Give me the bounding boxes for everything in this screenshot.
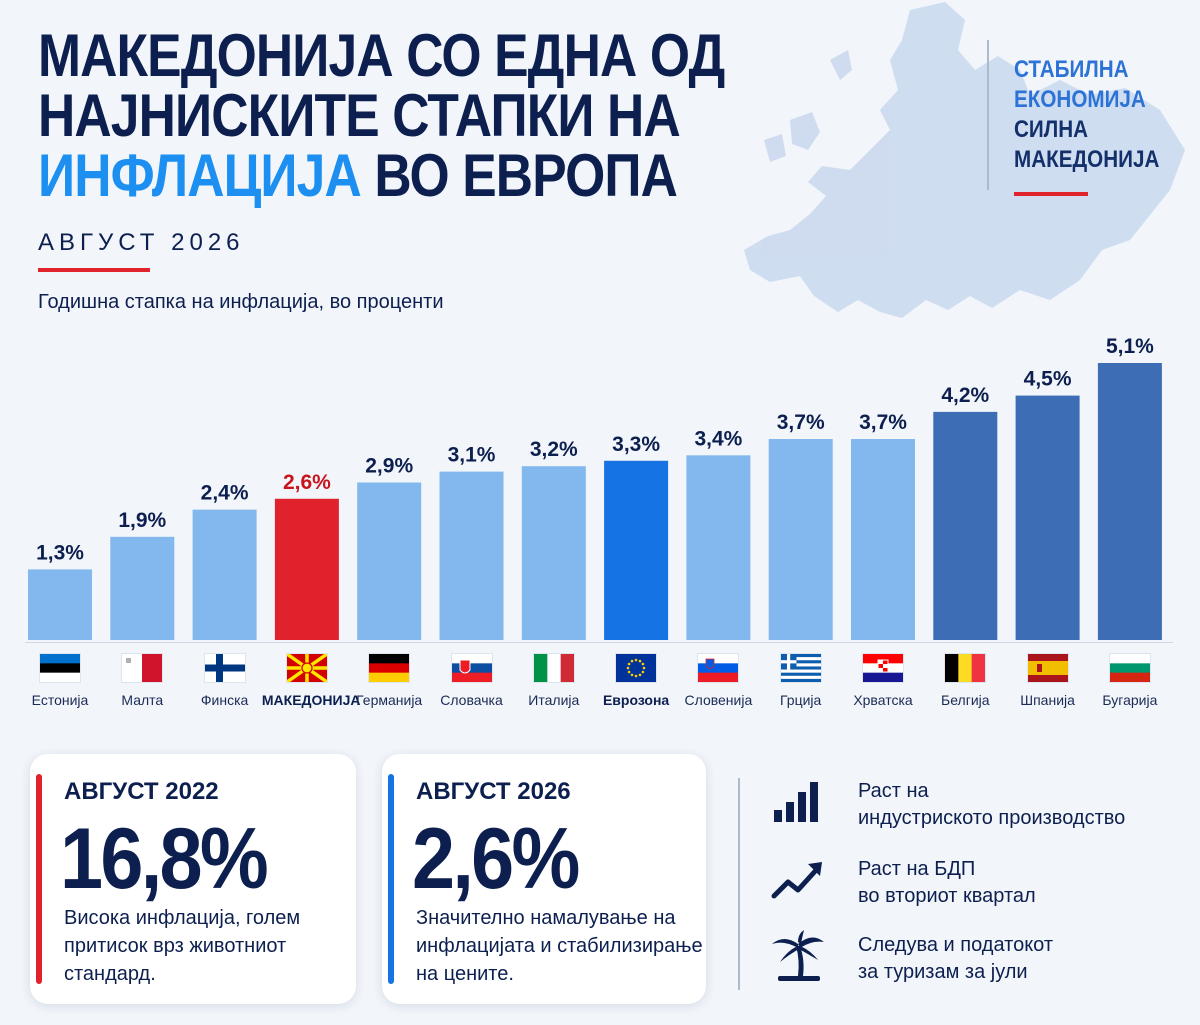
chart-baseline (25, 642, 1173, 643)
bar-value-label: 3,7% (777, 411, 825, 434)
title-highlight: ИНФЛАЦИЈА (38, 142, 362, 209)
palm-tree-icon (772, 930, 824, 981)
category-label: Малта (121, 692, 164, 708)
bar-value-label: 3,2% (530, 438, 578, 461)
bar-3 (192, 509, 257, 640)
title-line-2: НАЈНИСКИТЕ СТАПКИ НА (38, 82, 681, 149)
card-2022-text: Висока инфлација, голем притисок врз жив… (64, 907, 301, 985)
title-line-3-rest: ВО ЕВРОПА (360, 142, 678, 209)
month-underline (38, 268, 150, 272)
bar-10 (768, 439, 833, 640)
card-2022-heading: АВГУСТ 2022 (64, 778, 219, 805)
card-2026-value: 2,6% (412, 811, 580, 907)
bar-14 (1097, 363, 1162, 640)
slovenia-flag (698, 654, 739, 682)
bar-value-label: 5,1% (1106, 335, 1154, 358)
category-label: Словачка (440, 692, 503, 708)
category-label: Белгија (941, 692, 990, 708)
fact-tourism-line2: за туризам за јули (858, 961, 1028, 983)
bar-value-label: 1,3% (36, 541, 84, 564)
slogan-underline (1014, 192, 1088, 196)
fact-gdp: Раст на БДП во вториот квартал (858, 856, 1178, 910)
bar-4 (274, 498, 339, 640)
card-august-2026: АВГУСТ 2026 2,6% Значително намалување н… (382, 754, 706, 1004)
facts-divider (738, 778, 740, 990)
bar-13 (1015, 395, 1080, 640)
slogan-line-1: СТАБИЛНА (1014, 56, 1129, 83)
fact-industry: Раст на индустриското производство (858, 778, 1178, 832)
italy-flag (533, 654, 574, 682)
report-month: АВГУСТ 2026 (38, 229, 245, 256)
bar-value-label: 1,9% (118, 509, 166, 532)
category-label: Финска (200, 692, 249, 708)
category-label: МАКЕДОНИЈА (261, 692, 361, 708)
bar-value-label: 3,7% (859, 411, 907, 434)
category-label: Еврозона (602, 692, 670, 708)
slogan-line-3: СИЛНА (1014, 116, 1089, 143)
category-label: Грција (780, 692, 822, 708)
category-label: Хрватска (853, 692, 913, 708)
greece-flag (780, 654, 821, 682)
bar-11 (851, 439, 915, 640)
bulgaria-flag (1109, 654, 1150, 682)
fact-industry-line1: Раст на (858, 780, 929, 802)
page-title: МАКЕДОНИЈА СО ЕДНА ОД НАЈНИСКИТЕ СТАПКИ … (38, 26, 725, 209)
card-2026-heading: АВГУСТ 2026 (416, 778, 571, 805)
category-label: Германија (356, 692, 423, 708)
category-label: Словенија (684, 692, 753, 708)
spain-flag (1027, 654, 1068, 682)
fact-tourism: Следува и податокот за туризам за јули (858, 932, 1178, 986)
bar-value-label: 2,4% (201, 482, 249, 505)
fact-gdp-line2: во вториот квартал (858, 885, 1036, 907)
slovakia-flag (451, 654, 492, 682)
trend-up-icon (771, 862, 822, 899)
card-august-2022: АВГУСТ 2022 16,8% Висока инфлација, голе… (30, 754, 356, 1004)
bar-8 (604, 460, 669, 640)
bar-value-label: 3,3% (612, 433, 660, 456)
germany-flag (369, 654, 410, 682)
fact-tourism-line1: Следува и податокот (858, 934, 1054, 956)
bar-value-label: 4,5% (1024, 368, 1072, 391)
slogan-line-4: МАКЕДОНИЈА (1014, 146, 1160, 173)
card-accent-blue (388, 774, 394, 984)
belgium-flag (945, 654, 986, 682)
slogan-divider (987, 40, 989, 190)
malta-flag (122, 654, 163, 682)
chart-subtitle: Годишна стапка на инфлација, во проценти (38, 291, 444, 313)
bar-7 (521, 466, 586, 640)
card-2026-text: Значително намалување на инфлацијата и с… (416, 907, 703, 985)
finland-flag (204, 654, 245, 682)
fact-industry-line2: индустриското производство (858, 807, 1126, 829)
category-label: Естонија (31, 692, 89, 708)
croatia-flag (863, 654, 903, 682)
bar-2 (110, 536, 175, 640)
macedonia-flag (286, 654, 327, 682)
category-label: Бугарија (1102, 692, 1158, 708)
bar-value-label: 2,6% (283, 471, 331, 494)
bar-value-label: 4,2% (941, 384, 989, 407)
bar-value-label: 3,1% (448, 444, 496, 467)
category-label: Шпанија (1020, 692, 1075, 708)
bar-value-label: 2,9% (365, 454, 413, 477)
card-accent-red (36, 774, 42, 984)
slogan-line-2: ЕКОНОМИЈА (1014, 86, 1146, 113)
europe-map-icon (744, 2, 1185, 318)
bar-value-label: 3,4% (694, 427, 742, 450)
category-label: Италија (528, 692, 580, 708)
estonia-flag (40, 654, 80, 682)
bar-12 (933, 411, 998, 640)
card-2022-value: 16,8% (60, 811, 269, 907)
bar-5 (357, 482, 422, 640)
fact-gdp-line1: Раст на БДП (858, 858, 976, 880)
title-line-1: МАКЕДОНИЈА СО ЕДНА ОД (38, 22, 725, 89)
inflation-bar-chart: 1,3% 1,9% 2,4% 2,6% 2,9% 3,1% 3,2% 3,3% 3,4% 3,7%… (28, 335, 1162, 640)
bar-chart-icon (774, 782, 818, 822)
bar-1 (28, 569, 92, 640)
bar-6 (439, 471, 504, 640)
eu-flag (616, 654, 657, 682)
bar-9 (686, 455, 751, 640)
